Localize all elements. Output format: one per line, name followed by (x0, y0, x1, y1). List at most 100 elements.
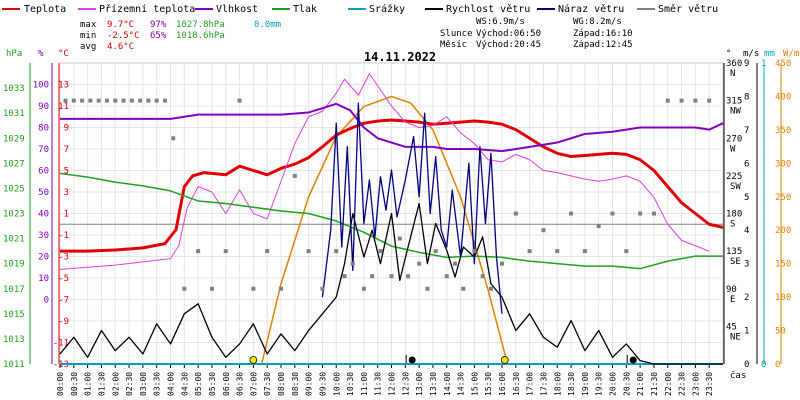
wind-direction-point (342, 274, 347, 279)
stat-min-temp: -2.5°C (107, 31, 140, 41)
wind-direction-point (624, 249, 629, 254)
pres-tick-label: 1017 (3, 285, 25, 295)
stat-min-hum: 65% (150, 31, 167, 41)
stat-max-rain: 0.0mm (254, 20, 281, 30)
w-tick-label: 350 (775, 126, 791, 136)
mm-unit: mm (764, 49, 775, 59)
w-tick-label: 300 (775, 159, 791, 169)
wind-direction-point (433, 249, 438, 254)
wind-direction-point (171, 136, 176, 141)
x-tick-label: 07:30 (263, 372, 272, 396)
x-tick-label: 22:30 (678, 372, 687, 396)
hum-tick-label: 0 (44, 296, 49, 306)
hum-tick-label: 100 (33, 81, 49, 91)
dir-unit: ° (726, 49, 731, 59)
temp-tick-label: -11 (53, 339, 69, 349)
wind-direction-point (638, 211, 643, 216)
w-tick-label: 200 (775, 226, 791, 236)
legend-label-srazky: Srážky (369, 3, 405, 15)
x-tick-label: 21:30 (650, 372, 659, 396)
wind-direction-point (370, 274, 375, 279)
wind-speed-summary: WS:6.9m/s (476, 17, 525, 27)
dir-tick-label: 45 (726, 322, 737, 332)
dir-tick-label: 180 (726, 210, 742, 220)
x-tick-label: 05:30 (208, 372, 217, 396)
moonrise-time: Východ:20:45 (476, 40, 541, 50)
x-tick-label: 02:00 (111, 372, 120, 396)
wind-direction-point (500, 261, 504, 266)
x-tick-label: 14:30 (457, 372, 466, 396)
temp-tick-label: 11 (58, 102, 69, 112)
hum-tick-label: 80 (38, 124, 49, 134)
stat-max-pres: 1027.8hPa (176, 20, 225, 30)
stat-min-pres: 1018.6hPa (176, 31, 225, 41)
temp-tick-label: -9 (58, 317, 69, 327)
wind-direction-point (138, 98, 143, 103)
dir-name-label: W (730, 144, 736, 154)
ms-tick-label: 5 (744, 193, 749, 203)
info-block: WS:6.9m/s WG:8.2m/s Slunce Východ:06:50 … (440, 17, 633, 50)
x-tick-label: 13:30 (429, 372, 438, 396)
wind-direction-point (129, 98, 134, 103)
wind-direction-point (292, 173, 297, 178)
legend-label-teplota: Teplota (24, 4, 66, 15)
x-tick-label: 03:30 (153, 372, 162, 396)
sun-label: Slunce (440, 29, 473, 39)
x-tick-label: 10:00 (332, 372, 341, 396)
dir-name-label: SE (730, 257, 741, 267)
w-tick-label: 150 (775, 260, 791, 270)
x-tick-label: 07:00 (249, 372, 258, 396)
w-tick-label: 0 (775, 360, 780, 370)
pres-tick-label: 1027 (3, 159, 25, 169)
wind-direction-point (334, 249, 339, 254)
wind-direction-point (707, 98, 712, 103)
wind-direction-point (88, 98, 93, 103)
wind-direction-point (121, 98, 126, 103)
x-tick-label: 17:00 (526, 372, 535, 396)
wind-direction-point (378, 249, 383, 254)
wind-direction-point (279, 286, 283, 291)
wind-direction-point (513, 211, 518, 216)
ms-unit: m/s (743, 49, 759, 59)
hum-tick-label: 40 (38, 210, 49, 220)
hum-tick-label: 60 (38, 167, 49, 177)
wind-direction-point (596, 224, 601, 229)
wind-direction-point (96, 98, 101, 103)
wind-direction-point (251, 286, 256, 291)
stat-max-label: max (80, 20, 97, 30)
x-tick-label: 15:00 (470, 372, 479, 396)
x-tick-label: 19:00 (581, 372, 590, 396)
x-tick-label: 15:30 (484, 372, 493, 396)
wind-direction-point (361, 286, 366, 291)
series-line-tlak (59, 172, 723, 270)
ms-tick-label: 6 (744, 159, 749, 169)
sunset-marker (500, 356, 509, 364)
hum-unit: % (38, 49, 44, 59)
x-tick-label: 01:00 (84, 372, 93, 396)
x-tick-label: 12:30 (401, 372, 410, 396)
pres-tick-label: 1019 (3, 260, 25, 270)
wind-direction-point (104, 98, 109, 103)
temp-unit: °C (58, 49, 69, 59)
x-tick-label: 21:00 (636, 372, 645, 396)
pres-tick-label: 1023 (3, 210, 25, 220)
events-layer (249, 355, 637, 364)
wind-direction-point (63, 98, 68, 103)
mm-tick-label: 0 (761, 360, 766, 370)
hum-tick-label: 70 (38, 145, 49, 155)
moonrise-marker (629, 356, 637, 364)
x-tick-label: 20:00 (609, 372, 618, 396)
ms-tick-label: 2 (744, 293, 749, 303)
w-tick-label: 100 (775, 293, 791, 303)
x-tick-label: 01:30 (97, 372, 106, 396)
wind-direction-point (417, 261, 422, 266)
wind-direction-point (113, 98, 118, 103)
temp-tick-label: 9 (64, 124, 69, 134)
sunrise-marker (249, 356, 258, 364)
x-tick-label: 02:30 (125, 372, 134, 396)
ms-tick-label: 9 (744, 59, 749, 69)
x-tick-label: 11:00 (360, 372, 369, 396)
x-tick-label: 11:30 (374, 372, 383, 396)
pres-tick-label: 1031 (3, 109, 25, 119)
